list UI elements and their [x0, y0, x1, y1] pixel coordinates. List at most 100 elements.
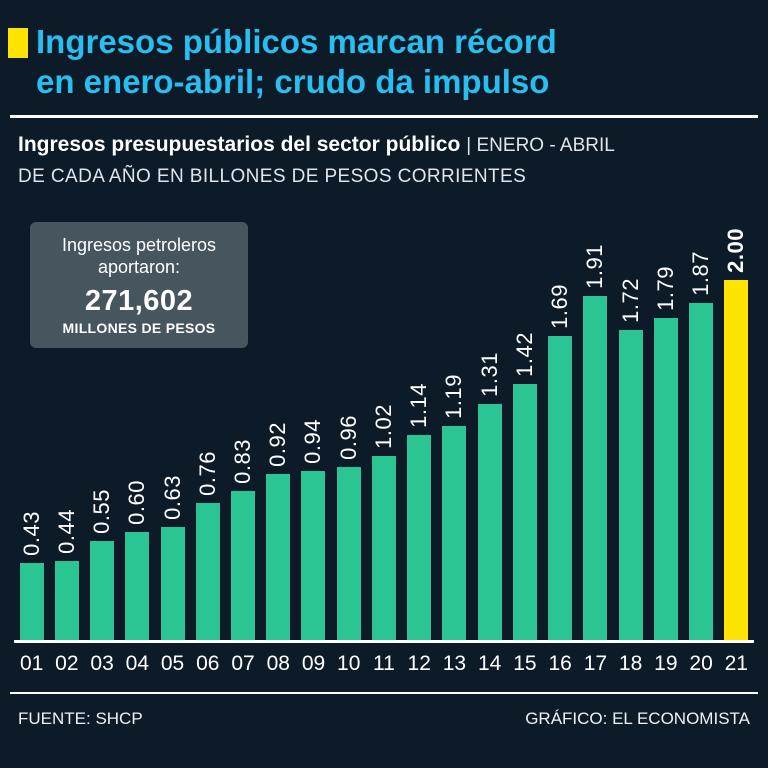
x-axis-label: 04	[125, 651, 149, 675]
x-axis-label: 08	[266, 651, 290, 675]
x-axis-label: 12	[407, 651, 431, 675]
bar	[125, 531, 150, 640]
bar-value-label: 1.42	[511, 331, 537, 377]
bar	[512, 383, 537, 640]
bar-value-label: 1.91	[582, 243, 608, 289]
callout-unit: MILLONES DE PESOS	[62, 319, 216, 336]
bar-column: 0.60	[120, 204, 155, 640]
bar-value-label: 0.76	[194, 450, 220, 496]
source-label: FUENTE: SHCP	[18, 708, 143, 728]
bar-column: 0.96	[331, 204, 366, 640]
bar	[477, 403, 502, 640]
yellow-bullet-marker	[8, 28, 28, 58]
bar-column: 0.63	[155, 204, 190, 640]
x-axis-label: 10	[337, 651, 361, 675]
bar-value-label: 0.92	[265, 421, 291, 467]
x-axis-label: 20	[689, 651, 713, 675]
bar-value-label: 0.63	[159, 474, 185, 520]
bar	[407, 434, 432, 640]
bar-value-label: 1.69	[547, 283, 573, 329]
x-axis-label: 18	[618, 651, 643, 675]
bar-column: 1.87	[683, 204, 718, 640]
bar-column: 0.44	[49, 204, 84, 640]
x-axis-label: 07	[231, 651, 255, 675]
bar	[160, 526, 185, 640]
page-title: Ingresos públicos marcan récord en enero…	[36, 22, 557, 103]
bars-row: 0.43 0.44 0.55 0.60 0.63 0.76 0.83 0.92 0.94 0.96…	[14, 204, 754, 640]
bar-value-label: 1.14	[406, 382, 432, 428]
subtitle-line-1: Ingresos presupuestarios del sector públ…	[18, 133, 750, 157]
bar-value-label: 1.19	[441, 373, 467, 419]
bar-value-label: 0.55	[89, 488, 115, 534]
bar-value-label: 1.31	[476, 351, 502, 397]
bar	[442, 425, 467, 640]
header: Ingresos públicos marcan récord en enero…	[0, 0, 768, 115]
bar-value-label: 1.87	[688, 250, 714, 296]
bar-column: 2.00	[719, 204, 754, 640]
bar-value-label: 0.96	[335, 414, 361, 460]
x-axis-label: 09	[301, 651, 326, 675]
bar	[54, 560, 79, 640]
footer: FUENTE: SHCP GRÁFICO: EL ECONOMISTA	[0, 694, 768, 729]
bar	[618, 329, 643, 640]
header-divider	[10, 114, 758, 118]
bar-value-label: 0.44	[53, 508, 79, 554]
x-axis-label: 21	[724, 651, 748, 675]
x-axis-label: 03	[90, 651, 114, 675]
bar-value-label: 0.60	[124, 479, 150, 525]
bar	[231, 490, 256, 640]
chart-subtitle: Ingresos presupuestarios del sector públ…	[0, 118, 768, 198]
bar-column: 1.02	[366, 204, 401, 640]
bar	[371, 455, 396, 640]
subtitle-line-2: DE CADA AÑO EN BILLONES DE PESOS CORRIEN…	[18, 165, 527, 187]
bar	[266, 473, 291, 640]
bar-column: 1.69	[543, 204, 578, 640]
footer-divider	[10, 691, 758, 694]
x-axis-label: 16	[548, 651, 572, 675]
bar-value-label: 0.43	[18, 510, 44, 556]
bar-value-label: 0.83	[230, 438, 256, 484]
bar-value-label: 2.00	[723, 227, 749, 273]
x-labels-row: 01 02 03 04 05 06 07 08 09 10 11 12 13 14 15 16 17 18 19 20…	[14, 643, 754, 692]
bar-column: 0.43	[14, 204, 49, 640]
x-axis-label: 14	[477, 651, 502, 675]
bar-column: 1.72	[613, 204, 648, 640]
bar	[548, 335, 573, 640]
bar-column: 1.79	[648, 204, 683, 640]
bar-value-label: 1.79	[652, 265, 678, 311]
x-axis-label: 01	[19, 651, 44, 675]
callout-amount: 271,602	[84, 284, 194, 317]
bar	[90, 540, 115, 640]
title-line-2: en enero-abril; crudo da impulso	[36, 63, 550, 101]
callout-text-line-1: Ingresos petroleros	[61, 234, 217, 255]
bar	[336, 466, 361, 640]
bar	[689, 302, 714, 640]
bar-column: 1.19	[437, 204, 472, 640]
x-axis-label: 13	[442, 651, 467, 675]
bar-column: 1.14	[402, 204, 437, 640]
bar-column: 1.91	[578, 204, 613, 640]
x-axis-label: 15	[513, 651, 537, 675]
bar	[653, 317, 678, 640]
x-axis-line	[14, 639, 754, 643]
x-axis-label: 19	[654, 651, 678, 675]
bar-column: 0.55	[84, 204, 119, 640]
x-axis-label: 02	[55, 651, 79, 675]
bar-column: 0.94	[296, 204, 331, 640]
subtitle-period: | ENERO - ABRIL	[466, 134, 615, 156]
bar-column: 0.92	[261, 204, 296, 640]
callout-text-line-2: aportaron:	[97, 257, 181, 277]
bar-value-label: 0.94	[300, 418, 326, 464]
x-axis-label: 17	[583, 651, 608, 675]
x-axis-label: 11	[373, 651, 395, 675]
x-axis-label: 06	[196, 651, 220, 675]
title-line-1: Ingresos públicos marcan récord	[36, 23, 557, 60]
subtitle-bold: Ingresos presupuestarios del sector públ…	[18, 132, 461, 156]
bar-value-label: 1.02	[370, 403, 396, 449]
callout-box: Ingresos petroleros aportaron: 271,602 M…	[30, 221, 248, 348]
bar	[724, 279, 749, 640]
credit-label: GRÁFICO: EL ECONOMISTA	[525, 708, 750, 728]
bar-column: 0.83	[225, 204, 260, 640]
bar-chart: Ingresos petroleros aportaron: 271,602 M…	[0, 198, 768, 692]
bar	[19, 562, 44, 640]
